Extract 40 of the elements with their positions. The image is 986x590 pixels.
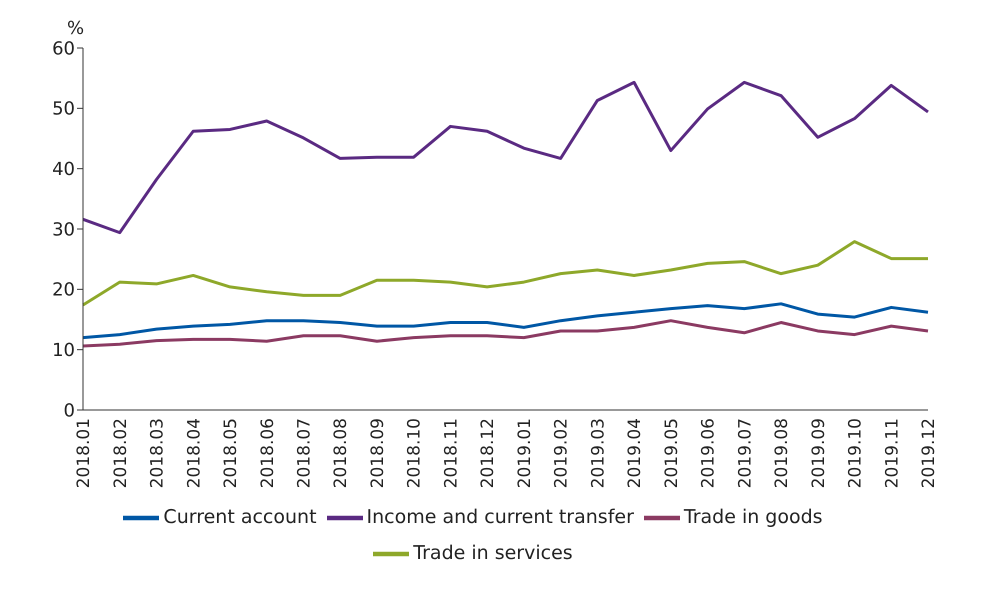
x-tick-label: 2019.03 <box>588 418 608 488</box>
line-series <box>82 302 930 340</box>
y-tick-label: 40 <box>52 159 75 180</box>
x-tick-label: 2019.06 <box>698 418 719 488</box>
x-tick-label: 2018.10 <box>404 418 425 488</box>
line-series <box>82 240 930 307</box>
legend-label: Trade in services <box>413 542 573 564</box>
y-tick-label: 50 <box>52 98 75 120</box>
x-tick-label: 2019.11 <box>882 418 902 488</box>
x-tick-label: 2018.03 <box>148 418 168 488</box>
x-tick-label: 2019.12 <box>919 418 940 488</box>
line-series <box>82 80 930 234</box>
x-tick-label: 2018.11 <box>441 418 462 488</box>
x-tick-label: 2019.07 <box>735 418 756 488</box>
x-tick-label: 2019.09 <box>808 418 829 488</box>
line-series <box>82 319 930 348</box>
y-tick-label: 20 <box>52 280 75 301</box>
legend-label: Current account <box>163 506 317 528</box>
legend-label: Income and current transfer <box>366 506 634 528</box>
y-tick-label: 30 <box>52 219 75 240</box>
y-tick-label: 60 <box>52 38 75 60</box>
legend-label: Trade in goods <box>684 506 823 528</box>
x-tick-label: 2018.04 <box>184 418 204 488</box>
x-tick-label: 2019.10 <box>846 418 866 488</box>
y-axis-title: % <box>66 18 84 39</box>
x-tick-label: 2018.01 <box>74 418 94 488</box>
x-tick-label: 2019.01 <box>514 418 535 488</box>
y-tick-label: 0 <box>64 400 75 422</box>
x-tick-label: 2019.08 <box>772 418 792 488</box>
y-tick-label: 10 <box>52 340 75 362</box>
x-tick-label: 2018.09 <box>368 418 388 488</box>
x-tick-label: 2019.02 <box>552 418 572 488</box>
x-tick-label: 2018.07 <box>294 418 315 488</box>
x-tick-label: 2019.05 <box>662 418 682 488</box>
x-tick-label: 2018.06 <box>258 418 278 488</box>
x-tick-label: 2018.02 <box>110 418 131 488</box>
x-tick-label: 2018.08 <box>331 418 352 488</box>
x-tick-label: 2018.05 <box>221 418 242 488</box>
x-tick-label: 2018.12 <box>478 418 498 488</box>
x-tick-label: 2019.04 <box>625 418 646 488</box>
